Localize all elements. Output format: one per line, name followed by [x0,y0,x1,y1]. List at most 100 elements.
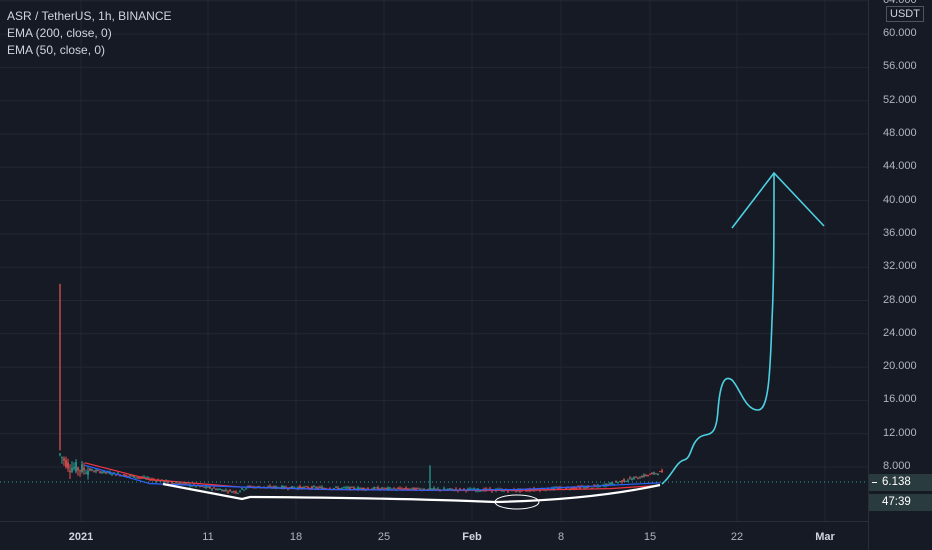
candle-body [237,492,239,494]
candle-body [347,487,349,489]
candle-body [377,487,379,490]
candle-body [381,487,383,489]
candle-body [655,473,657,475]
time-tick-label: 22 [730,531,744,543]
price-tick-label: 8.000 [883,460,911,472]
candle-body [557,487,559,490]
price-tick-label: 20.000 [883,360,917,373]
candle-body [659,471,661,473]
candle-body [87,470,89,475]
price-tick-label: 16.000 [883,393,917,406]
candle-body [179,482,181,485]
candle-body [301,487,303,490]
drawings-layer [162,171,825,510]
candle-body [177,483,179,485]
candle-body [205,486,207,488]
candle-body [269,485,271,487]
candle-body [181,483,183,485]
candle-body [383,488,385,490]
candle-body [201,485,203,487]
candle-body [85,472,87,474]
candle-body [175,482,177,484]
candle-body [363,487,365,490]
candle-body [319,486,321,488]
candle-body [437,488,439,490]
candle-body [353,487,355,489]
candle-body [89,468,91,471]
price-axis[interactable]: 64.000 60.000 56.000 52.000 48.000 44.000 40.0… [868,0,932,550]
time-axis[interactable]: 2021 11 18 25 Feb 8 15 22 Mar [0,521,868,550]
candle-body [71,467,73,472]
candle-body [243,489,245,491]
candle-body [307,487,309,489]
candle-body [403,488,405,490]
candle-body [459,488,461,490]
candle-body [599,485,601,488]
candle-body [627,480,629,482]
candle-body [463,488,465,490]
candle-body [635,476,637,478]
candle-body [621,480,623,483]
candle-body [575,487,577,489]
candle-body [281,485,283,489]
candle-body [639,477,641,479]
legend-ema-200[interactable]: EMA (200, close, 0) [7,26,112,40]
candle-body [633,477,635,480]
price-tick-label: 40.000 [883,193,917,206]
candle-body [125,475,127,477]
price-tick-label: 64.000 [883,0,917,6]
candle-body [645,474,647,476]
candle-body [375,487,377,489]
candles-layer [59,283,663,495]
candle-body [207,486,209,488]
candle-body [67,462,69,469]
candle-body [367,488,369,490]
candle-body [129,475,131,477]
candle-body [317,487,319,489]
chart-canvas[interactable] [0,0,868,521]
candle-body [195,485,197,487]
candle-body [109,472,111,475]
candle-body [451,488,453,490]
candle-body [385,487,387,489]
price-tick-label: 60.000 [883,27,917,40]
price-tick-label: 48.000 [883,127,917,139]
candle-body [213,487,215,489]
candle-body [131,475,133,477]
candle-body [573,487,575,489]
candle-body [623,479,625,482]
candle-body [641,476,643,478]
candle-body [401,488,403,490]
projection-arrowhead-drawing [731,171,825,229]
candle-body [95,470,97,472]
candle-body [275,486,277,489]
candle-body [343,487,345,489]
candle-body [63,458,65,461]
candle-body [231,491,233,493]
time-tick-label: 25 [377,531,391,543]
candle-body [59,453,61,455]
candle-body [469,488,471,490]
candle-body [249,485,251,487]
candle-body [515,490,517,492]
legend-ema-50[interactable]: EMA (50, close, 0) [7,43,106,57]
candle-body [335,486,337,488]
candle-body [657,473,659,475]
candle-body [427,488,429,491]
candle-body [93,471,95,473]
price-tick-label: 32.000 [883,260,917,273]
legend-symbol[interactable]: ASR / TetherUS, 1h, BINANCE [7,9,172,23]
candle-body [227,491,229,493]
candle-body [629,477,631,479]
candle-body [447,488,449,490]
candle-body [313,486,315,488]
candle-body [69,470,71,473]
currency-label[interactable]: USDT [886,6,924,22]
candle-body [115,474,117,476]
chart-plot-area[interactable]: ASR / TetherUS, 1h, BINANCE EMA (200, cl… [0,0,868,521]
candle-body [431,488,433,490]
candle-body [653,472,655,474]
candle-body [73,467,75,469]
candle-body [649,473,651,475]
candle-body [311,486,313,490]
